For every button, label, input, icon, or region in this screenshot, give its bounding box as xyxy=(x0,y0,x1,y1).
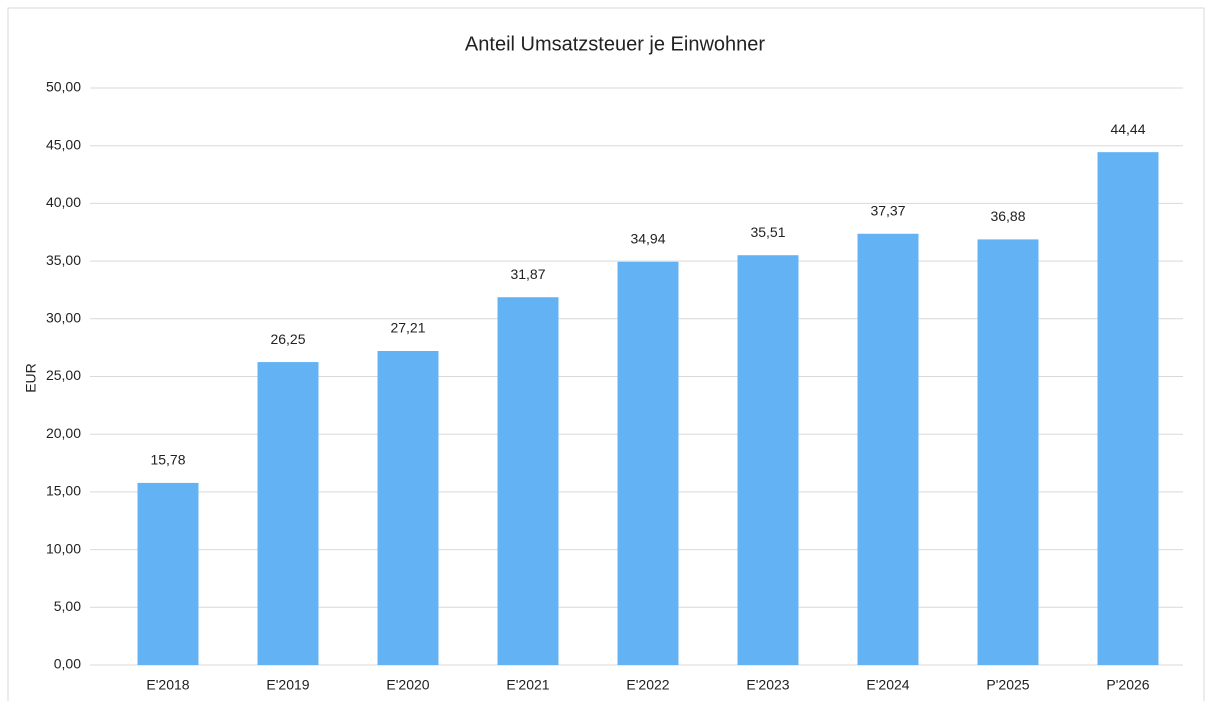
data-label: 37,37 xyxy=(870,202,905,218)
bar xyxy=(977,239,1039,666)
data-label: 15,78 xyxy=(150,452,185,468)
data-label: 35,51 xyxy=(750,224,785,240)
y-tick-label: 10,00 xyxy=(46,540,81,556)
y-tick-label: 0,00 xyxy=(54,656,81,672)
y-tick-label: 45,00 xyxy=(46,136,81,152)
chart-border xyxy=(7,7,1205,701)
x-tick-label: P'2026 xyxy=(1106,677,1149,693)
y-axis-label: EUR xyxy=(23,363,39,393)
data-label: 31,87 xyxy=(510,266,545,282)
data-label: 44,44 xyxy=(1110,121,1145,137)
bar xyxy=(137,482,199,665)
data-label: 36,88 xyxy=(990,208,1025,224)
y-tick-label: 5,00 xyxy=(54,598,81,614)
y-tick-label: 25,00 xyxy=(46,367,81,383)
bar xyxy=(617,261,679,665)
data-label: 34,94 xyxy=(630,230,665,246)
chart-title: Anteil Umsatzsteuer je Einwohner xyxy=(465,33,765,55)
x-tick-label: E'2022 xyxy=(626,677,669,693)
y-tick-label: 20,00 xyxy=(46,425,81,441)
bar xyxy=(857,233,919,666)
x-tick-label: E'2018 xyxy=(146,677,189,693)
x-tick-label: E'2024 xyxy=(866,677,909,693)
x-tick-label: P'2025 xyxy=(986,677,1029,693)
data-label: 27,21 xyxy=(390,320,425,336)
x-tick-label: E'2021 xyxy=(506,677,549,693)
y-tick-label: 40,00 xyxy=(46,194,81,210)
bar xyxy=(257,362,319,665)
bar xyxy=(497,297,559,665)
bar xyxy=(377,350,439,665)
y-tick-label: 50,00 xyxy=(46,79,81,95)
data-label: 26,25 xyxy=(270,331,305,347)
y-tick-label: 35,00 xyxy=(46,252,81,268)
x-tick-label: E'2023 xyxy=(746,677,789,693)
x-tick-label: E'2019 xyxy=(266,677,309,693)
bar xyxy=(1097,152,1159,665)
bar xyxy=(737,255,799,665)
y-tick-label: 15,00 xyxy=(46,483,81,499)
y-tick-label: 30,00 xyxy=(46,310,81,326)
x-tick-label: E'2020 xyxy=(386,677,429,693)
